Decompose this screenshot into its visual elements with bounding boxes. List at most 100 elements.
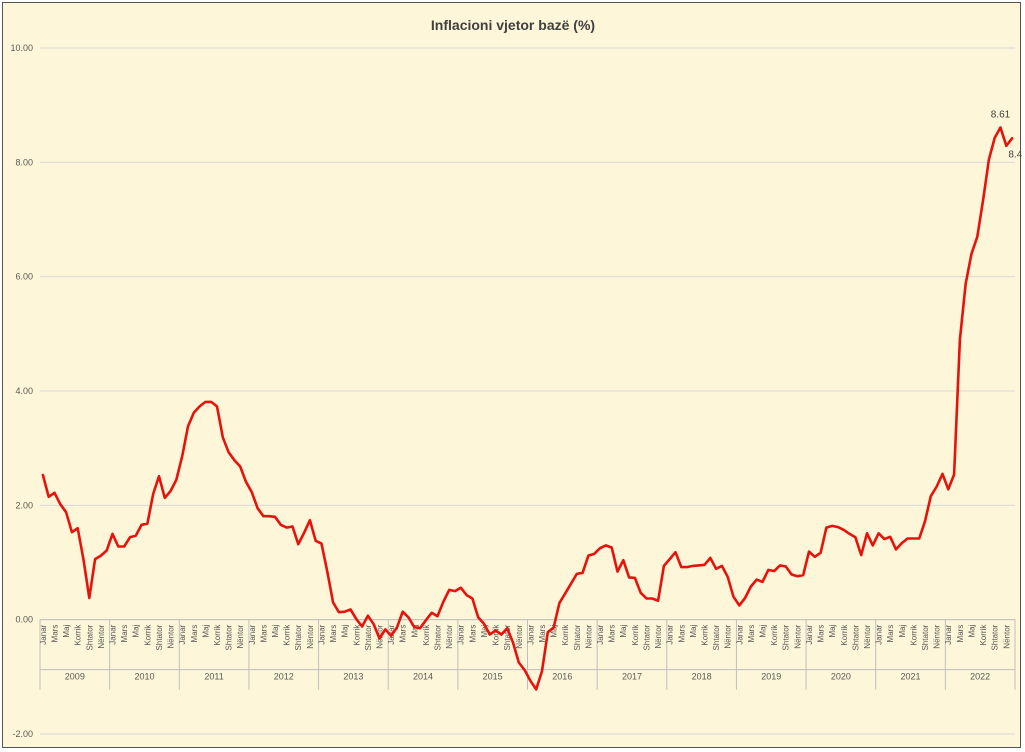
x-tick-label: Nëntor: [654, 624, 663, 648]
x-tick-label: Mars: [956, 625, 965, 643]
x-tick-label: Maj: [550, 624, 559, 637]
year-label: 2009: [65, 672, 85, 682]
x-tick-label: Korrik: [352, 624, 361, 646]
x-tick-label: Mars: [538, 625, 547, 643]
year-label: 2015: [483, 672, 503, 682]
x-tick-label: Korrik: [631, 624, 640, 646]
x-tick-label: Mars: [468, 625, 477, 643]
x-tick-label: Nëntor: [97, 624, 106, 648]
x-tick-label: Shtator: [573, 624, 582, 650]
y-tick-label: 8.00: [15, 157, 33, 167]
x-tick-label: Korrik: [909, 624, 918, 646]
x-tick-label: Maj: [341, 624, 350, 637]
x-tick-label: Mars: [399, 625, 408, 643]
x-tick-label: Nëntor: [724, 624, 733, 648]
x-tick-label: Janar: [805, 624, 814, 644]
x-tick-label: Shtator: [712, 624, 721, 650]
x-tick-label: Korrik: [979, 624, 988, 646]
x-tick-label: Korrik: [561, 624, 570, 646]
x-tick-label: Korrik: [422, 624, 431, 646]
year-label: 2020: [831, 672, 851, 682]
x-tick-label: Janar: [526, 624, 535, 644]
x-tick-label: Mars: [51, 625, 60, 643]
year-label: 2016: [552, 672, 572, 682]
x-tick-label: Korrik: [143, 624, 152, 646]
y-tick-label: 10.00: [10, 43, 33, 53]
x-tick-label: Maj: [480, 624, 489, 637]
y-tick-label: 6.00: [15, 272, 33, 282]
data-label-last: 8.42: [1008, 149, 1022, 160]
y-tick-label: 0.00: [15, 615, 33, 625]
year-label: 2019: [761, 672, 781, 682]
inflation-line-chart: Inflacioni vjetor bazë (%) -2.00 0.00 2.00…: [10, 17, 1022, 739]
x-tick-label: Mars: [677, 625, 686, 643]
x-tick-label: Nëntor: [793, 624, 802, 648]
x-tick-label: Janar: [317, 624, 326, 644]
x-tick-label: Shtator: [155, 624, 164, 650]
x-tick-label: Nëntor: [236, 624, 245, 648]
x-tick-label: Shtator: [642, 624, 651, 650]
y-axis-tick-labels: -2.00 0.00 2.00 4.00 6.00 8.00 10.00: [10, 43, 33, 739]
x-tick-label: Maj: [689, 624, 698, 637]
data-label-peak: 8.61: [991, 109, 1011, 120]
x-tick-label: Mars: [259, 625, 268, 643]
x-tick-label: Nëntor: [167, 624, 176, 648]
x-tick-label: Mars: [329, 625, 338, 643]
x-tick-label: Mars: [608, 625, 617, 643]
x-tick-label: Mars: [817, 625, 826, 643]
x-tick-label: Maj: [62, 624, 71, 637]
x-tick-label: Shtator: [991, 624, 1000, 650]
year-label: 2013: [343, 672, 363, 682]
x-tick-label: Maj: [759, 624, 768, 637]
data-label-layer: 8.61 8.42: [991, 109, 1022, 160]
series-line: [41, 126, 1014, 691]
x-tick-label: Mars: [120, 625, 129, 643]
year-label: 2014: [413, 672, 433, 682]
x-tick-label: Mars: [747, 625, 756, 643]
x-tick-label: Maj: [898, 624, 907, 637]
x-tick-label: Janar: [666, 624, 675, 644]
y-tick-label: 2.00: [15, 500, 33, 510]
x-tick-label: Maj: [967, 624, 976, 637]
x-tick-label: Janar: [109, 624, 118, 644]
x-tick-label: Korrik: [770, 624, 779, 646]
chart-title: Inflacioni vjetor bazë (%): [431, 17, 595, 33]
year-label: 2021: [901, 672, 921, 682]
x-tick-label: Mars: [190, 625, 199, 643]
x-tick-label: Janar: [944, 624, 953, 644]
year-label: 2012: [274, 672, 294, 682]
x-tick-label: Janar: [457, 624, 466, 644]
x-tick-label: Korrik: [492, 624, 501, 646]
x-tick-label: Nëntor: [515, 624, 524, 648]
y-tick-label: -2.00: [12, 729, 33, 739]
x-axis: Janar Mars Maj Korrik Shtator Nëntor Janar Mars…: [39, 619, 1016, 690]
year-label: 2010: [134, 672, 154, 682]
x-tick-label: Shtator: [434, 624, 443, 650]
x-tick-label: Shtator: [225, 624, 234, 650]
x-tick-label: Maj: [271, 624, 280, 637]
x-tick-label: Nëntor: [933, 624, 942, 648]
x-tick-label: Korrik: [283, 624, 292, 646]
x-tick-label: Maj: [132, 624, 141, 637]
x-tick-label: Korrik: [213, 624, 222, 646]
x-tick-label: Nëntor: [306, 624, 315, 648]
x-tick-label: Shtator: [782, 624, 791, 650]
x-tick-label: Shtator: [364, 624, 373, 650]
x-tick-label: Korrik: [840, 624, 849, 646]
x-tick-label: Nëntor: [1002, 624, 1011, 648]
x-tick-label: Maj: [828, 624, 837, 637]
x-tick-label: Shtator: [851, 624, 860, 650]
x-tick-label: Shtator: [921, 624, 930, 650]
x-tick-label: Janar: [875, 624, 884, 644]
x-tick-label: Janar: [178, 624, 187, 644]
x-tick-label: Nëntor: [445, 624, 454, 648]
x-tick-label: Janar: [596, 624, 605, 644]
x-tick-label: Korrik: [701, 624, 710, 646]
x-tick-label: Korrik: [74, 624, 83, 646]
x-tick-label: Maj: [619, 624, 628, 637]
x-tick-label: Shtator: [85, 624, 94, 650]
y-tick-label: 4.00: [15, 386, 33, 396]
year-label: 2018: [692, 672, 712, 682]
year-label: 2022: [970, 672, 990, 682]
